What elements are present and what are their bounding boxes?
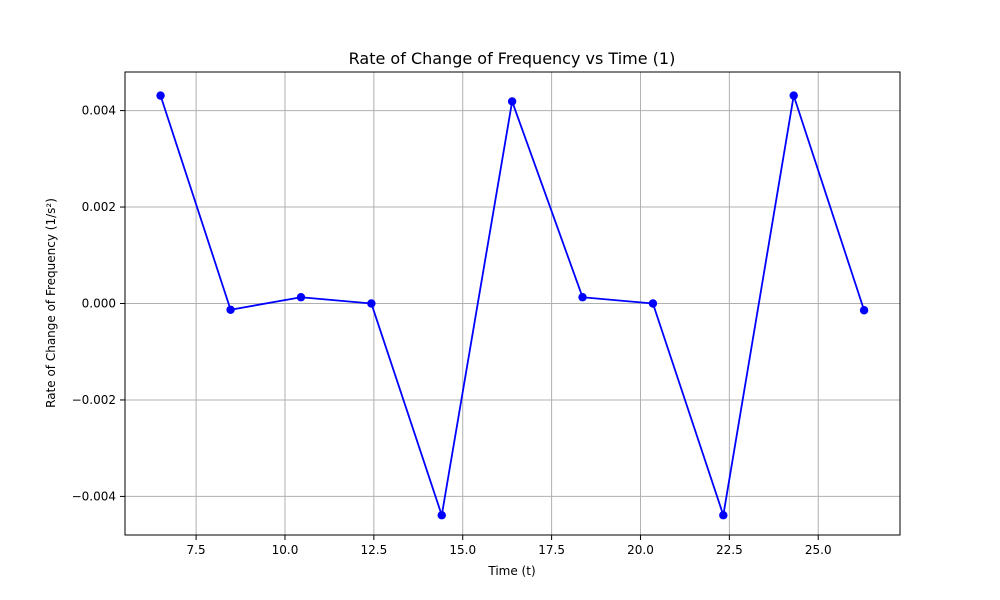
x-tick-label-7: 25.0 xyxy=(805,543,832,557)
data-point-0-2 xyxy=(296,293,306,302)
y-tick-label-1: −0.002 xyxy=(72,393,116,407)
data-point-0-0 xyxy=(156,91,165,100)
chart-title: Rate of Change of Frequency vs Time (1) xyxy=(349,49,676,68)
grid-layer xyxy=(125,72,900,535)
x-axis-label: Time (t) xyxy=(487,564,535,578)
x-tick-label-3: 15.0 xyxy=(449,543,476,557)
x-tick-label-1: 10.0 xyxy=(272,543,299,557)
data-point-0-8 xyxy=(719,511,728,520)
x-tick-label-0: 7.5 xyxy=(187,543,206,557)
data-point-0-4 xyxy=(437,511,446,520)
y-tick-label-2: 0.000 xyxy=(82,297,116,311)
labels-layer: Rate of Change of Frequency vs Time (1) … xyxy=(44,49,675,578)
x-tick-label-6: 22.5 xyxy=(716,543,743,557)
data-point-0-7 xyxy=(648,299,658,308)
axes-layer: 7.5 10.0 12.5 15.0 17.5 20.0 22.5 25.0 −0.004 −0.… xyxy=(72,71,901,557)
x-tick-label-4: 17.5 xyxy=(538,543,565,557)
data-point-0-6 xyxy=(578,293,587,302)
y-axis-label: Rate of Change of Frequency (1/s²) xyxy=(44,198,58,408)
x-tick-label-2: 12.5 xyxy=(360,543,387,557)
y-tick-label-3: 0.002 xyxy=(82,200,116,214)
x-tick-label-5: 20.0 xyxy=(627,543,654,557)
data-point-0-5 xyxy=(507,97,517,106)
series-line-0 xyxy=(159,94,865,517)
data-point-0-10 xyxy=(859,306,869,315)
data-point-0-3 xyxy=(367,299,376,308)
data-point-0-9 xyxy=(789,91,798,100)
data-point-0-1 xyxy=(226,305,235,314)
y-tick-label-4: 0.004 xyxy=(82,104,116,118)
series-layer xyxy=(156,91,869,520)
y-tick-label-0: −0.004 xyxy=(72,489,116,503)
